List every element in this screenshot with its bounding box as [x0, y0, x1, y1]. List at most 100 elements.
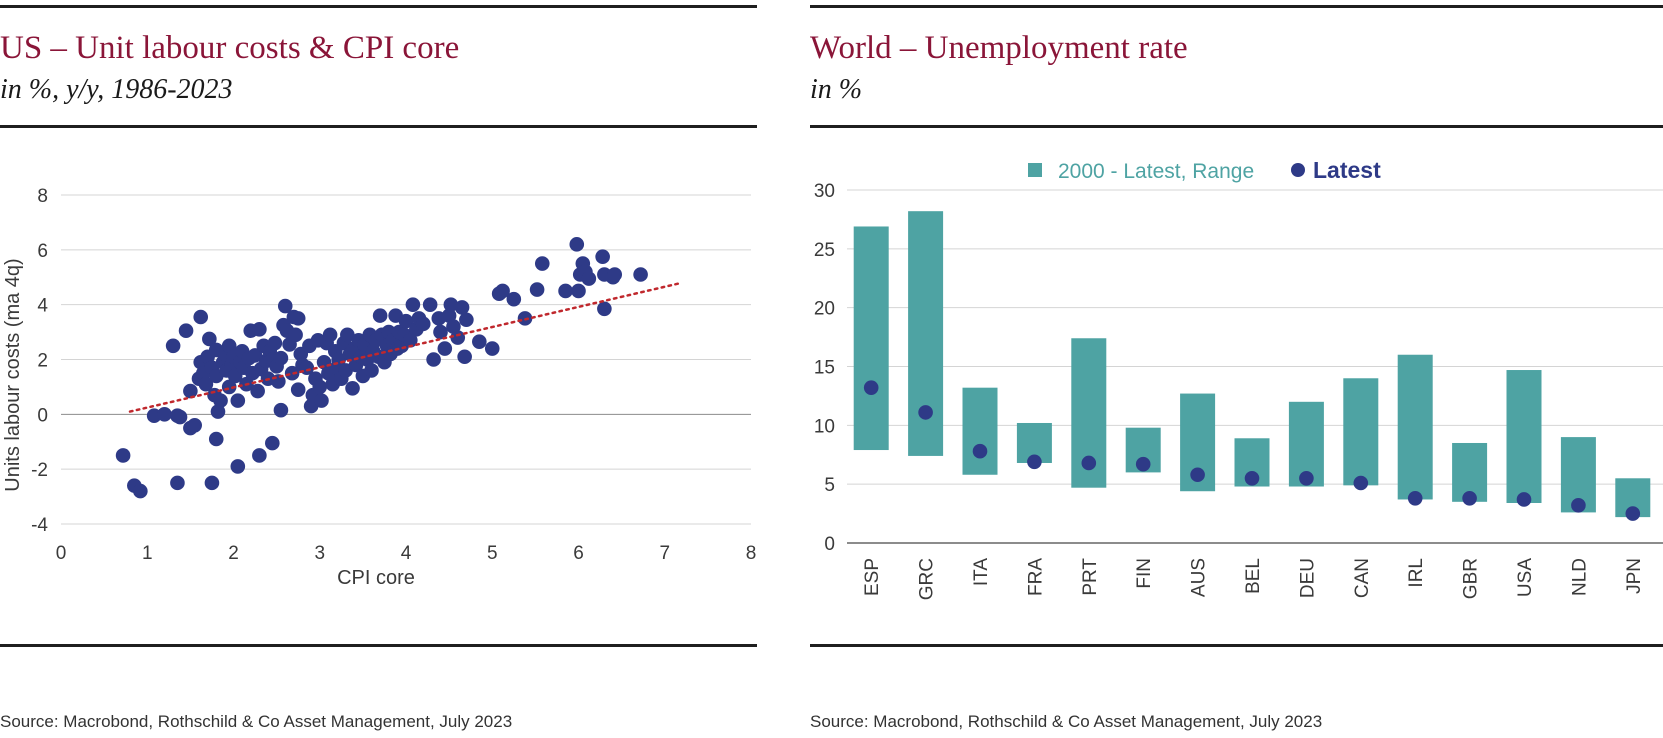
- y-tick-label: 25: [814, 240, 835, 261]
- data-point: [187, 418, 202, 433]
- y-tick-label: -4: [31, 515, 48, 536]
- data-point: [364, 363, 379, 378]
- data-point: [221, 338, 237, 354]
- y-tick-label: 0: [824, 534, 835, 555]
- scatter-chart: -4 -2 0 2 4 6 8 0 1 2 3 4 5 6 7 8 CPI core Units labou…: [2, 186, 756, 589]
- chart-subtitle: in %, y/y, 1986-2023: [0, 74, 233, 105]
- latest-marker: [1135, 456, 1151, 472]
- x-tick-label: 7: [659, 543, 670, 564]
- data-point: [252, 322, 267, 337]
- data-point: [495, 283, 510, 299]
- data-point: [459, 312, 474, 328]
- data-point: [157, 407, 172, 422]
- legend-latest-label: Latest: [1313, 157, 1381, 183]
- x-tick-label: AUS: [1189, 558, 1210, 597]
- x-tick-label: 4: [401, 543, 412, 564]
- data-point: [597, 301, 612, 317]
- data-point: [405, 297, 421, 312]
- data-point: [198, 376, 214, 392]
- legend-range-swatch: [1028, 163, 1042, 177]
- latest-marker: [863, 380, 879, 395]
- data-point: [230, 393, 246, 408]
- latest-marker: [918, 405, 933, 420]
- x-tick-label: GBR: [1461, 558, 1482, 599]
- data-point: [213, 393, 228, 408]
- x-tick-label: 0: [56, 543, 67, 564]
- y-tick-label: 6: [37, 241, 48, 262]
- y-tick-label: 2: [37, 351, 48, 372]
- data-point: [403, 333, 418, 348]
- data-point: [210, 404, 226, 419]
- range-bar-chart: 2000 - Latest, Range Latest 0 5 10 15 20 25 30…: [814, 157, 1663, 600]
- footer-rule: [810, 644, 1663, 647]
- source-note: Source: Macrobond, Rothschild & Co Asset…: [810, 712, 1323, 731]
- data-point: [426, 352, 441, 367]
- y-tick-label: 8: [37, 186, 48, 207]
- range-bar: [1343, 378, 1379, 486]
- data-point: [165, 338, 181, 354]
- y-tick-label: -2: [31, 460, 48, 481]
- data-point: [314, 393, 329, 408]
- data-point: [372, 308, 388, 323]
- data-point: [422, 297, 438, 312]
- data-point: [454, 300, 470, 315]
- y-tick-label: 5: [824, 475, 835, 496]
- chart-title: World – Unemployment rate: [810, 30, 1188, 66]
- data-point: [437, 341, 453, 356]
- latest-marker: [1027, 454, 1042, 470]
- x-tick-label: 1: [142, 543, 153, 564]
- data-point: [472, 334, 487, 349]
- x-tick-label: NLD: [1569, 558, 1590, 596]
- source-note: Source: Macrobond, Rothschild & Co Asset…: [0, 712, 513, 731]
- y-tick-label: 20: [814, 299, 835, 320]
- data-point: [172, 409, 188, 425]
- data-point: [250, 383, 265, 399]
- data-point: [312, 379, 328, 395]
- range-bar: [1397, 354, 1433, 500]
- x-tick-label: USA: [1515, 558, 1536, 597]
- x-tick-label: GRC: [917, 558, 938, 600]
- data-point: [221, 379, 237, 395]
- data-point: [178, 323, 194, 339]
- legend-latest-marker: [1291, 163, 1305, 177]
- y-axis-label: Units labour costs (ma 4q): [2, 258, 24, 491]
- latest-marker: [1353, 475, 1369, 491]
- data-point: [290, 311, 306, 326]
- data-point: [441, 308, 457, 323]
- data-point: [277, 298, 293, 314]
- data-point: [322, 327, 338, 343]
- data-point: [457, 349, 472, 365]
- data-point: [273, 350, 289, 366]
- data-point: [170, 475, 185, 491]
- chart-title: US – Unit labour costs & CPI core: [0, 30, 460, 66]
- range-bar: [853, 226, 889, 451]
- x-tick-label: ESP: [862, 558, 883, 596]
- x-tick-label: JPN: [1624, 558, 1645, 594]
- data-point: [345, 380, 360, 396]
- data-point: [202, 331, 217, 347]
- latest-marker: [1190, 467, 1205, 483]
- data-point: [446, 319, 461, 334]
- range-bar: [1506, 370, 1542, 503]
- data-point: [284, 365, 300, 381]
- data-point: [450, 330, 466, 345]
- x-tick-label: FRA: [1025, 558, 1046, 596]
- x-tick-label: FIN: [1134, 558, 1155, 589]
- data-point: [290, 382, 306, 397]
- latest-marker: [1244, 470, 1260, 486]
- data-point: [558, 283, 573, 299]
- data-point: [595, 249, 610, 264]
- data-point: [506, 291, 522, 307]
- trend-line: [128, 281, 684, 413]
- latest-marker: [1081, 455, 1097, 471]
- data-point: [204, 475, 220, 491]
- data-point: [230, 459, 246, 474]
- x-tick-label: ITA: [971, 558, 992, 586]
- x-tick-label: 6: [573, 543, 584, 564]
- x-tick-label: BEL: [1243, 558, 1264, 594]
- x-tick-label: 5: [487, 543, 498, 564]
- right-panel: World – Unemployment rate in % 2000 - La…: [810, 0, 1663, 738]
- data-point: [398, 313, 414, 329]
- data-point: [288, 327, 303, 343]
- header-rule: [0, 125, 757, 128]
